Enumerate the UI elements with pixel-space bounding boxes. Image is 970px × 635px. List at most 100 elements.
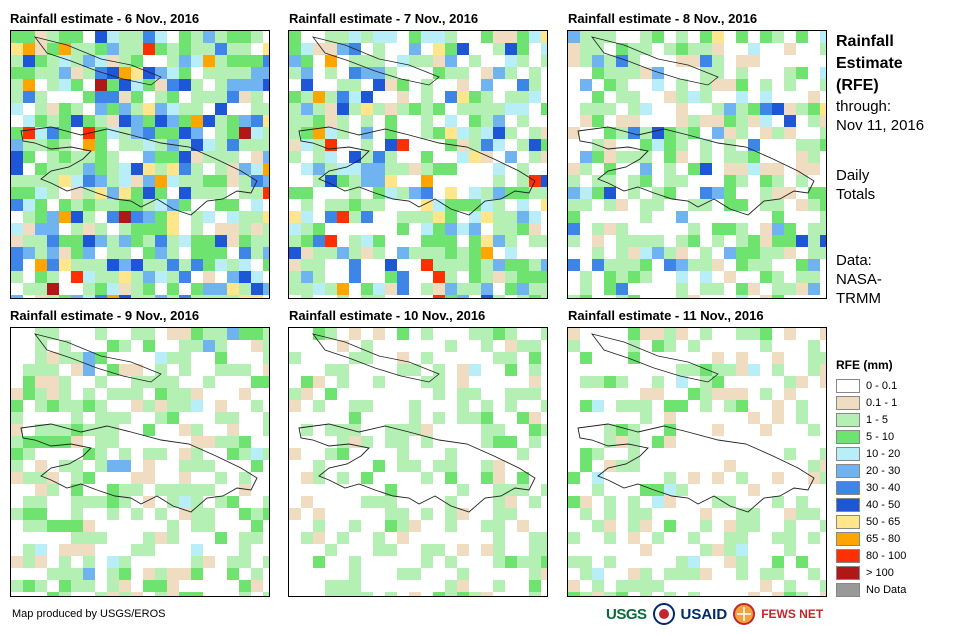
rainfall-cell (808, 259, 820, 271)
rainfall-cell (517, 139, 529, 151)
rainfall-cell (23, 43, 35, 55)
rainfall-cell (179, 496, 191, 508)
rainfall-cell (616, 127, 628, 139)
rainfall-cell (640, 592, 652, 596)
rainfall-cell (263, 448, 269, 460)
data-source-line-3: TRMM (836, 290, 881, 307)
rainfall-cell (301, 223, 313, 235)
rainfall-cell (143, 340, 155, 352)
rainfall-cell (493, 295, 505, 298)
rainfall-cell (143, 115, 155, 127)
rainfall-cell (143, 472, 155, 484)
rainfall-cell (580, 496, 592, 508)
hispaniola-coastline (20, 423, 258, 513)
rainfall-cell (784, 247, 796, 259)
rainfall-cell (361, 175, 373, 187)
rainfall-map-9-nov (11, 328, 269, 596)
rainfall-cell (131, 328, 143, 340)
rainfall-cell (505, 235, 517, 247)
rainfall-cell (640, 175, 652, 187)
rainfall-cell (119, 364, 131, 376)
rainfall-cell (784, 328, 796, 340)
rainfall-cell (155, 400, 167, 412)
rainfall-cell (616, 592, 628, 596)
rainfall-cell (616, 43, 628, 55)
rainfall-cell (652, 376, 664, 388)
rainfall-cell (349, 187, 361, 199)
rainfall-cell (23, 496, 35, 508)
rainfall-cell (700, 259, 712, 271)
rainfall-cell (289, 352, 301, 364)
rainfall-cell (59, 295, 71, 298)
rainfall-cell (469, 235, 481, 247)
rainfall-cell (820, 187, 826, 199)
rainfall-cell (337, 247, 349, 259)
rainfall-cell (772, 247, 784, 259)
rainfall-cell (469, 388, 481, 400)
rainfall-cell (263, 424, 269, 436)
rainfall-cell (493, 43, 505, 55)
rainfall-cell (131, 295, 143, 298)
rainfall-cell (604, 424, 616, 436)
rainfall-cell (313, 328, 325, 340)
rainfall-cell (568, 43, 580, 55)
rainfall-cell (131, 223, 143, 235)
rainfall-cell (35, 91, 47, 103)
rainfall-cell (289, 400, 301, 412)
rainfall-cell (119, 55, 131, 67)
rainfall-cell (59, 340, 71, 352)
rainfall-cell (373, 55, 385, 67)
rainfall-cell (71, 211, 83, 223)
rainfall-cell (736, 175, 748, 187)
rainfall-cell (11, 175, 23, 187)
rainfall-cell (421, 151, 433, 163)
rainfall-cell (664, 139, 676, 151)
rainfall-cell (95, 163, 107, 175)
rainfall-cell (772, 223, 784, 235)
rainfall-cell (373, 460, 385, 472)
rainfall-cell (155, 127, 167, 139)
data-source-line-2: NASA- (836, 271, 882, 288)
rainfall-cell (628, 55, 640, 67)
rainfall-cell (493, 532, 505, 544)
rainfall-cell (289, 115, 301, 127)
rainfall-cell (143, 295, 155, 298)
rainfall-cell (628, 328, 640, 340)
rainfall-cell (337, 163, 349, 175)
rainfall-cell (361, 199, 373, 211)
rainfall-cell (397, 211, 409, 223)
rainfall-cell (83, 55, 95, 67)
rainfall-cell (167, 79, 179, 91)
rainfall-cell (179, 31, 191, 43)
rainfall-cell (628, 520, 640, 532)
rainfall-cell (289, 247, 301, 259)
rainfall-cell (640, 151, 652, 163)
rainfall-cell (203, 55, 215, 67)
rainfall-cell (337, 79, 349, 91)
rainfall-cell (349, 271, 361, 283)
rainfall-cell (301, 115, 313, 127)
rainfall-cell (688, 43, 700, 55)
rainfall-cell (239, 91, 251, 103)
rainfall-cell (409, 103, 421, 115)
rainfall-cell (397, 139, 409, 151)
rainfall-cell (481, 544, 493, 556)
rainfall-cell (505, 328, 517, 340)
map-panel-9-nov (10, 327, 270, 597)
rainfall-cell (421, 472, 433, 484)
rainfall-cell (604, 31, 616, 43)
rainfall-cell (239, 448, 251, 460)
rainfall-cell (529, 388, 541, 400)
rainfall-cell (712, 472, 724, 484)
rainfall-cell (724, 187, 736, 199)
rainfall-cell (47, 175, 59, 187)
rainfall-cell (325, 127, 337, 139)
rainfall-cell (361, 247, 373, 259)
rainfall-cell (263, 175, 269, 187)
rainfall-cell (604, 79, 616, 91)
rainfall-cell (688, 340, 700, 352)
rainfall-cell (724, 271, 736, 283)
rainfall-cell (820, 211, 826, 223)
rainfall-cell (604, 55, 616, 67)
rainfall-cell (71, 580, 83, 592)
